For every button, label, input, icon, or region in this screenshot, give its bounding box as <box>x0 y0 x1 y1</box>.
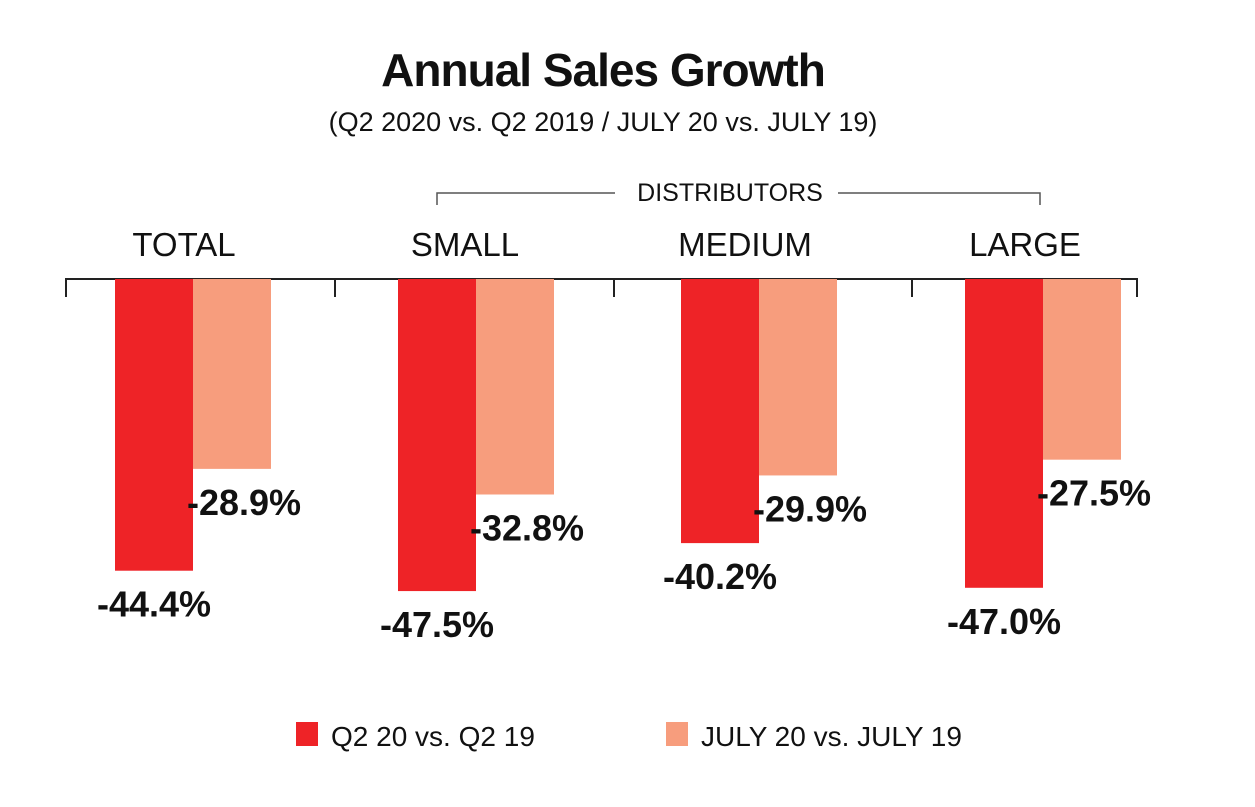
value-labels: -44.4% -47.5% -40.2% -47.0% -28.9% -32.8% -29.… <box>97 473 1151 645</box>
value-label-q2-large: -47.0% <box>947 601 1061 642</box>
bar-july-total <box>193 279 271 469</box>
legend-swatch-q2 <box>296 722 318 746</box>
legend: Q2 20 vs. Q2 19 JULY 20 vs. JULY 19 <box>296 721 962 752</box>
legend-swatch-july <box>666 722 688 746</box>
bar-q2-large <box>965 279 1043 588</box>
category-label-large: LARGE <box>969 226 1081 263</box>
bar-q2-small <box>398 279 476 592</box>
bar-july-small <box>476 279 554 495</box>
bar-july-medium <box>759 279 837 476</box>
value-label-q2-total: -44.4% <box>97 584 211 625</box>
category-label-medium: MEDIUM <box>678 226 812 263</box>
value-label-q2-medium: -40.2% <box>663 556 777 597</box>
category-labels: TOTAL SMALL MEDIUM LARGE <box>132 226 1081 263</box>
legend-label-q2: Q2 20 vs. Q2 19 <box>331 721 535 752</box>
value-label-july-large: -27.5% <box>1037 473 1151 514</box>
category-label-total: TOTAL <box>132 226 235 263</box>
bar-q2-medium <box>681 279 759 544</box>
bracket-line-left <box>436 192 615 205</box>
value-label-july-small: -32.8% <box>470 507 584 548</box>
value-label-july-medium: -29.9% <box>753 488 867 529</box>
bar-q2-total <box>115 279 193 571</box>
value-label-q2-small: -47.5% <box>380 604 494 645</box>
bars <box>115 279 1121 592</box>
chart-title: Annual Sales Growth <box>381 44 825 96</box>
bracket-line-right <box>838 192 1041 205</box>
chart-subtitle: (Q2 2020 vs. Q2 2019 / JULY 20 vs. JULY … <box>329 107 878 137</box>
category-label-small: SMALL <box>411 226 519 263</box>
distributors-label: DISTRIBUTORS <box>637 179 823 207</box>
bar-july-large <box>1043 279 1121 460</box>
legend-label-july: JULY 20 vs. JULY 19 <box>701 721 962 752</box>
value-label-july-total: -28.9% <box>187 482 301 523</box>
distributors-bracket: DISTRIBUTORS <box>436 179 1041 207</box>
